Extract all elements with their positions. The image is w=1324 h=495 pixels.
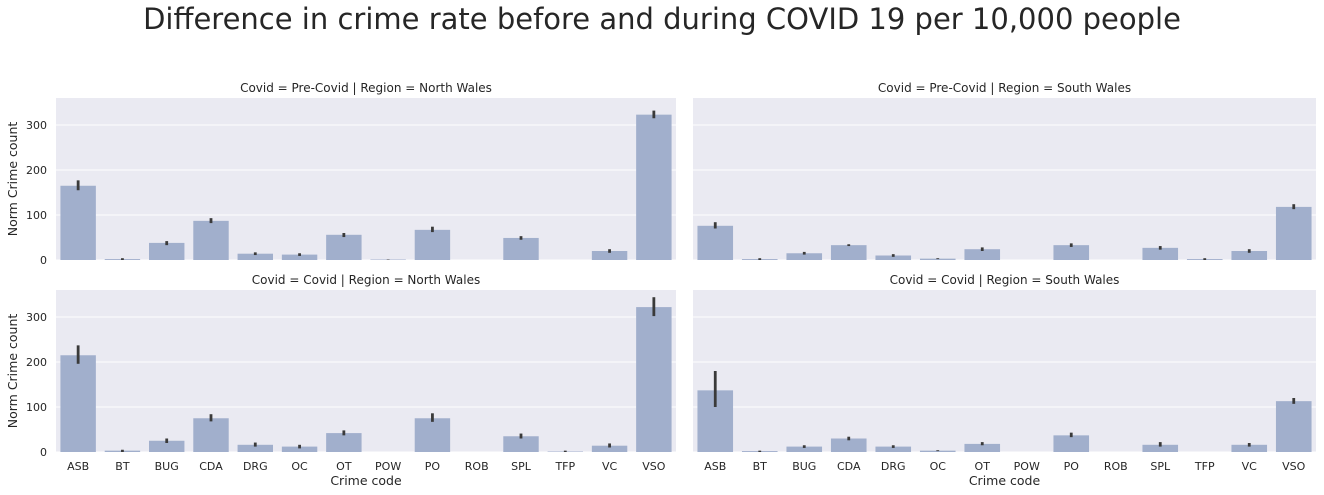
panel-title: Covid = Covid | Region = North Wales — [252, 273, 480, 287]
bar — [964, 443, 1001, 452]
x-tick-label: PO — [1064, 460, 1080, 473]
x-tick-label: VSO — [1282, 460, 1306, 473]
bar — [636, 307, 672, 452]
bar — [1231, 444, 1268, 452]
bar — [281, 254, 318, 260]
bar — [964, 249, 1001, 260]
bar — [326, 234, 362, 260]
bar — [1053, 245, 1090, 260]
bar — [1142, 444, 1179, 452]
bar — [503, 436, 539, 452]
x-axis-label: Crime code — [969, 473, 1041, 488]
bar — [237, 444, 273, 452]
bar — [1275, 401, 1312, 452]
bar — [60, 355, 96, 452]
bar — [875, 255, 912, 260]
bar — [193, 220, 229, 260]
x-tick-label: BT — [115, 460, 130, 473]
x-tick-label: OC — [930, 460, 947, 473]
y-tick-label: 0 — [40, 446, 47, 459]
bar — [786, 446, 823, 452]
x-tick-label: SPL — [511, 460, 532, 473]
x-tick-label: DRG — [881, 460, 906, 473]
y-tick-label: 300 — [26, 311, 47, 324]
x-axis-label: Crime code — [330, 473, 402, 488]
x-tick-label: VC — [1242, 460, 1258, 473]
x-tick-label: BUG — [792, 460, 816, 473]
bar — [830, 245, 867, 260]
bar — [193, 418, 229, 452]
x-tick-label: PO — [425, 460, 441, 473]
bar — [60, 185, 96, 260]
x-tick-label: BUG — [155, 460, 179, 473]
panel-title: Covid = Pre-Covid | Region = South Wales — [878, 81, 1131, 95]
x-tick-label: TFP — [554, 460, 575, 473]
x-tick-label: BT — [753, 460, 768, 473]
bar — [414, 418, 451, 452]
x-tick-label: SPL — [1150, 460, 1171, 473]
panel-title: Covid = Covid | Region = South Wales — [890, 273, 1120, 287]
y-tick-label: 300 — [26, 119, 47, 132]
y-axis-label: Norm Crime count — [5, 122, 20, 237]
panel-background — [693, 98, 1316, 260]
x-tick-label: OT — [975, 460, 991, 473]
y-tick-label: 200 — [26, 356, 47, 369]
bar — [1231, 251, 1268, 260]
y-tick-label: 0 — [40, 254, 47, 267]
bar — [636, 114, 672, 261]
bar — [237, 253, 273, 260]
x-tick-label: ROB — [465, 460, 489, 473]
x-tick-label: VC — [602, 460, 618, 473]
x-tick-label: ASB — [67, 460, 89, 473]
bar — [414, 229, 451, 260]
bar — [591, 445, 628, 452]
x-tick-label: CDA — [199, 460, 223, 473]
bar — [281, 446, 318, 452]
x-tick-label: VSO — [642, 460, 666, 473]
x-tick-label: TFP — [1194, 460, 1215, 473]
y-axis-label: Norm Crime count — [5, 314, 20, 429]
bar — [1142, 247, 1179, 260]
x-tick-label: DRG — [243, 460, 268, 473]
bar — [1053, 435, 1090, 452]
bar — [786, 253, 823, 260]
panel-title: Covid = Pre-Covid | Region = North Wales — [240, 81, 492, 95]
x-tick-label: CDA — [837, 460, 861, 473]
bar — [919, 450, 956, 452]
x-tick-label: OC — [291, 460, 308, 473]
y-tick-label: 100 — [26, 209, 47, 222]
y-tick-label: 200 — [26, 164, 47, 177]
x-tick-label: ROB — [1104, 460, 1128, 473]
panel-background — [56, 98, 676, 260]
bar — [326, 433, 362, 452]
bar — [919, 258, 956, 260]
panel-background — [56, 290, 676, 452]
bar — [149, 440, 185, 452]
x-tick-label: POW — [375, 460, 401, 473]
x-tick-label: POW — [1014, 460, 1040, 473]
bar — [830, 438, 867, 452]
bar — [1275, 206, 1312, 260]
bar — [149, 242, 185, 260]
y-tick-label: 100 — [26, 401, 47, 414]
panel-background — [693, 290, 1316, 452]
bar — [875, 446, 912, 452]
bar — [591, 251, 628, 260]
chart-title: Difference in crime rate before and duri… — [143, 2, 1181, 36]
bar — [503, 237, 539, 260]
x-tick-label: OT — [336, 460, 352, 473]
x-tick-label: ASB — [704, 460, 726, 473]
bar — [697, 225, 734, 260]
